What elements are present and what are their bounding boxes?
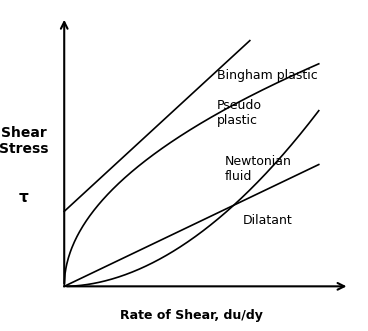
Text: Dilatant: Dilatant bbox=[243, 214, 292, 227]
Text: Newtonian
fluid: Newtonian fluid bbox=[224, 155, 291, 183]
Text: Rate of Shear, du/dy: Rate of Shear, du/dy bbox=[120, 308, 263, 322]
Text: Bingham plastic: Bingham plastic bbox=[217, 69, 318, 82]
Text: Shear
Stress: Shear Stress bbox=[0, 126, 48, 156]
Text: Pseudo
plastic: Pseudo plastic bbox=[217, 99, 262, 127]
Text: τ: τ bbox=[19, 190, 28, 205]
